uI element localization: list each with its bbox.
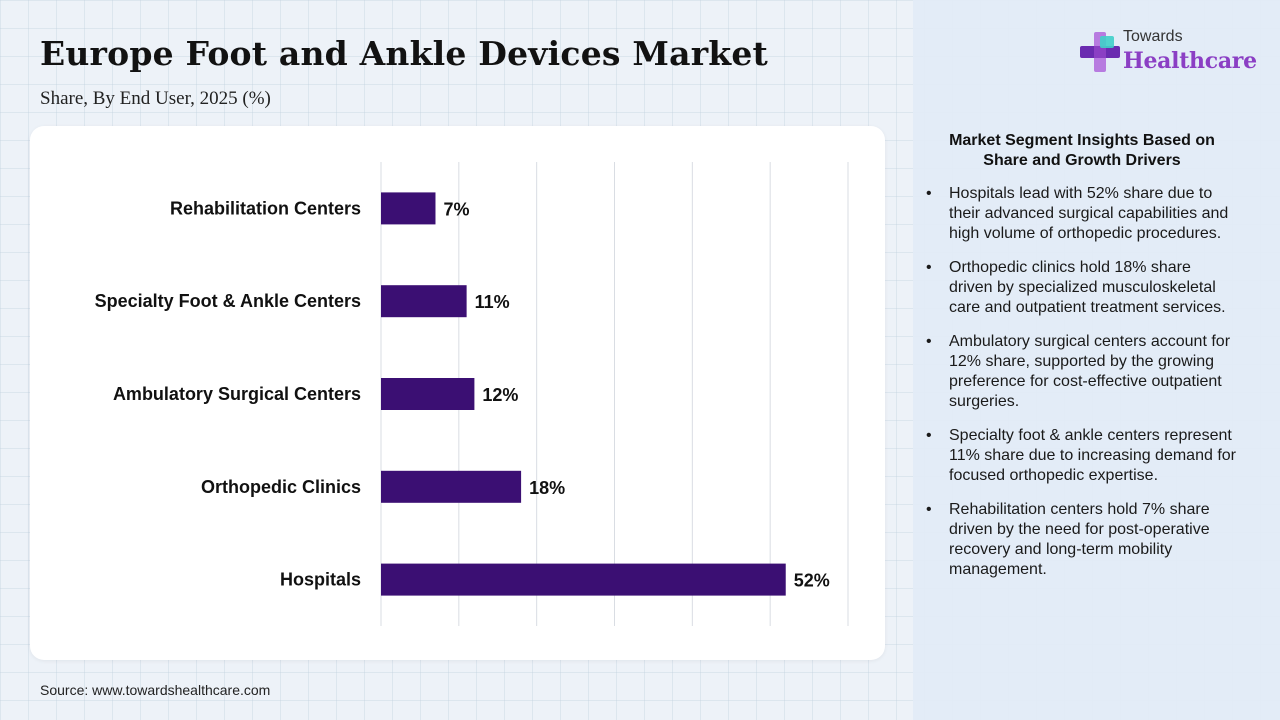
logo-text-towards: Towards xyxy=(1123,28,1183,45)
insights-title: Market Segment Insights Based on Share a… xyxy=(949,132,1215,169)
value-label: 12% xyxy=(482,385,518,405)
bar xyxy=(381,285,467,318)
medical-cross-icon xyxy=(1080,32,1120,72)
value-label: 11% xyxy=(475,292,510,312)
category-label: Orthopedic Clinics xyxy=(201,477,361,497)
bar xyxy=(381,192,436,225)
source-note: Source: www.towardshealthcare.com xyxy=(40,682,271,698)
bar-chart: Rehabilitation Centers 7% Specialty Foot &… xyxy=(95,162,849,626)
value-label: 18% xyxy=(529,478,565,498)
logo-text-healthcare: Healthcare xyxy=(1123,48,1257,74)
bar xyxy=(381,470,522,503)
chart-card: Rehabilitation Centers 7% Specialty Foot &… xyxy=(30,126,885,660)
bar xyxy=(381,563,786,596)
value-label: 7% xyxy=(443,199,469,219)
insight-item: Orthopedic clinics hold 18% share driven… xyxy=(926,258,1236,318)
category-label: Rehabilitation Centers xyxy=(170,198,361,218)
insights-list: Hospitals lead with 52% share due to the… xyxy=(926,184,1236,594)
value-label: 52% xyxy=(794,571,830,591)
chart-subtitle: Share, By End User, 2025 (%) xyxy=(40,88,271,109)
insight-item: Rehabilitation centers hold 7% share dri… xyxy=(926,500,1236,580)
insight-item: Ambulatory surgical centers account for … xyxy=(926,332,1236,412)
insight-item: Specialty foot & ankle centers represent… xyxy=(926,426,1236,486)
insight-item: Hospitals lead with 52% share due to the… xyxy=(926,184,1236,244)
chart-title: Europe Foot and Ankle Devices Market xyxy=(40,34,768,73)
bar xyxy=(381,378,475,410)
category-label: Hospitals xyxy=(280,570,361,590)
category-label: Specialty Foot & Ankle Centers xyxy=(95,291,361,311)
towards-healthcare-logo: Towards Healthcare xyxy=(1080,28,1260,78)
category-label: Ambulatory Surgical Centers xyxy=(113,384,361,404)
